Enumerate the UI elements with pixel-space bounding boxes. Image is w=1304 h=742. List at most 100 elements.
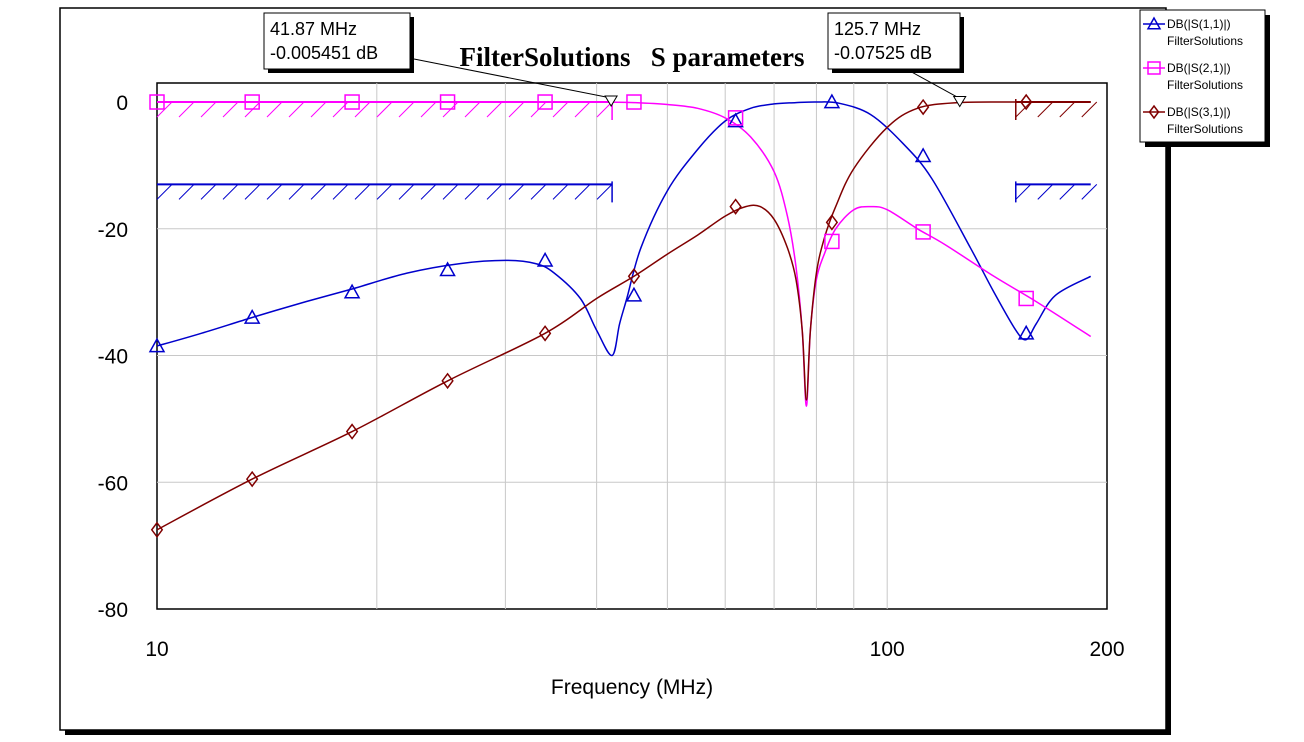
spec-mask-hatch — [486, 101, 503, 118]
y-tick-label: -40 — [98, 346, 128, 369]
spec-mask-hatch — [288, 101, 305, 118]
series-3-marker — [916, 98, 930, 116]
series-3-marker — [825, 214, 839, 231]
spec-mask-hatch — [310, 184, 327, 200]
spec-mask-hatch — [398, 184, 415, 200]
series-2-marker — [626, 94, 642, 110]
legend-label: DB(|S(1,1)|) — [1167, 17, 1231, 31]
spec-mask-hatch — [508, 184, 525, 200]
spec-mask-hatch — [1081, 184, 1098, 200]
series-1-marker — [1017, 324, 1035, 340]
series-3-marker — [1019, 93, 1033, 111]
legend-marker-3 — [1148, 104, 1160, 120]
spec-mask — [1015, 181, 1098, 203]
legend-box — [1139, 9, 1266, 143]
series-1-marker — [148, 337, 166, 353]
series-2-marker — [1018, 290, 1034, 307]
spec-mask-hatch — [1081, 101, 1098, 118]
series-1-marker — [625, 286, 643, 302]
spec-mask-hatch — [442, 184, 459, 200]
x-tick-labels: 10 100 200 — [145, 638, 1124, 661]
spec-mask-hatch — [354, 101, 371, 118]
spec-mask-hatch — [266, 101, 283, 118]
y-tick-label: -60 — [98, 472, 128, 495]
spec-mask-hatch — [596, 101, 613, 118]
series-2-marker — [149, 94, 165, 110]
series-1-marker — [823, 93, 841, 109]
marker-callouts: 41.87 MHz -0.005451 dB 125.7 MHz -0.07525 d… — [263, 12, 967, 108]
spec-mask-hatch — [178, 184, 195, 200]
legend-source: FilterSolutions — [1167, 78, 1243, 92]
spec-mask-hatch — [332, 184, 349, 200]
spec-mask-hatch — [1037, 184, 1054, 200]
spec-mask-hatch — [486, 184, 503, 200]
spec-mask-hatch — [1037, 101, 1054, 118]
series-2-marker — [824, 233, 840, 250]
spec-mask-hatch — [552, 101, 569, 118]
series-1-marker — [914, 147, 932, 163]
marker-callout-1: 41.87 MHz -0.005451 dB — [263, 12, 618, 108]
marker-callout-2: 125.7 MHz -0.07525 dB — [827, 12, 967, 108]
legend-label: DB(|S(2,1)|) — [1167, 61, 1231, 75]
series-2-marker — [727, 110, 744, 126]
callout-value: -0.07525 dB — [834, 43, 932, 63]
callout-leader — [413, 58, 612, 99]
series-3-marker — [538, 325, 552, 342]
legend-label: DB(|S(3,1)|) — [1167, 105, 1231, 119]
spec-mask-hatch — [200, 184, 217, 200]
spec-mask-hatch — [178, 101, 195, 118]
series-3-marker — [627, 268, 641, 285]
spec-mask-hatch — [596, 184, 613, 200]
x-tick-label: 100 — [870, 638, 905, 661]
spec-mask-hatch — [420, 184, 437, 200]
callout-box — [263, 12, 411, 70]
spec-mask-hatch — [530, 184, 547, 200]
spec-mask-hatch — [156, 184, 173, 200]
spec-mask — [156, 181, 613, 203]
series-3-marker — [245, 470, 259, 488]
y-tick-labels: 0 -20 -40 -60 -80 — [98, 92, 128, 622]
x-axis-label: Frequency (MHz) — [551, 676, 713, 699]
series-2-marker — [915, 224, 931, 240]
spec-mask-hatch — [464, 101, 481, 118]
series-1-marker — [343, 283, 361, 299]
series-2-marker — [344, 94, 360, 110]
spec-mask-hatch — [310, 101, 327, 118]
series-1-marker — [536, 251, 554, 267]
legend-marker-1 — [1146, 16, 1162, 30]
series-1-marker — [727, 112, 744, 128]
spec-mask-hatch — [574, 101, 591, 118]
chart-title: FilterSolutions S parameters — [460, 42, 805, 72]
spec-mask-hatch — [288, 184, 305, 200]
series-line-1 — [156, 101, 1092, 357]
series-2-marker — [537, 94, 553, 110]
legend: DB(|S(1,1)|) FilterSolutions DB(|S(2,1)|) F… — [1143, 16, 1243, 136]
spec-mask-hatch — [354, 184, 371, 200]
spec-mask-hatch — [200, 101, 217, 118]
plot-area — [156, 82, 1108, 610]
spec-mask-hatch — [552, 184, 569, 200]
legend-marker-2 — [1147, 61, 1161, 75]
spec-mask-hatch — [1059, 101, 1076, 118]
series-markers — [148, 93, 1035, 539]
spec-mask-hatch — [398, 101, 415, 118]
series-1-marker — [439, 261, 456, 277]
marker-triangle — [604, 95, 618, 108]
legend-source: FilterSolutions — [1167, 122, 1243, 136]
series-lines — [156, 101, 1092, 531]
callout-value: -0.005451 dB — [270, 43, 378, 63]
y-tick-label: 0 — [116, 92, 128, 115]
spec-mask-hatch — [266, 184, 283, 200]
callout-box — [827, 12, 961, 70]
spec-mask-hatch — [222, 184, 239, 200]
series-1-marker — [243, 308, 261, 324]
x-tick-label: 10 — [145, 638, 168, 661]
y-tick-label: -20 — [98, 219, 128, 242]
spec-mask-hatch — [1059, 184, 1076, 200]
series-2-marker — [439, 94, 456, 110]
series-3-marker — [150, 521, 164, 539]
series-3-marker — [729, 198, 742, 215]
spec-mask-hatch — [376, 101, 393, 118]
spec-mask-hatch — [1015, 101, 1032, 118]
spec-mask-hatch — [222, 101, 239, 118]
